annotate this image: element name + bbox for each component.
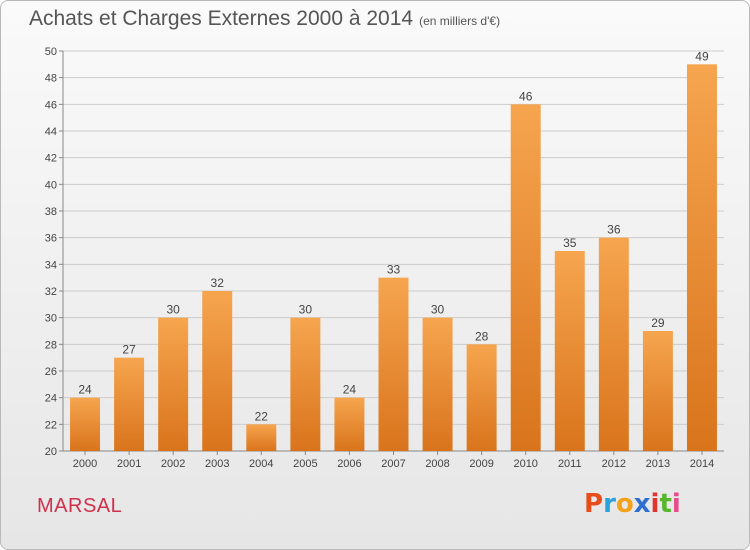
data-label: 27 [122, 343, 136, 357]
data-labels: 24 27 30 32 22 30 24 33 30 28 46 35 36 29 49 [78, 49, 709, 423]
data-label: 46 [519, 89, 533, 103]
data-label: 49 [695, 49, 709, 63]
x-tick-label: 2011 [558, 458, 582, 470]
x-tick-label: 2013 [646, 458, 670, 470]
x-tick-label: 2009 [469, 458, 493, 470]
y-tick-label: 38 [45, 206, 57, 218]
y-tick-label: 28 [45, 339, 57, 351]
x-tick-label: 2004 [249, 458, 273, 470]
data-label: 30 [299, 303, 313, 317]
y-tick-label: 40 [45, 179, 57, 191]
data-label: 30 [431, 303, 445, 317]
bar [466, 344, 497, 451]
data-label: 36 [607, 223, 621, 237]
bar [246, 424, 277, 451]
data-label: 24 [343, 383, 357, 397]
bar [70, 397, 101, 451]
y-tick-label: 24 [45, 393, 57, 405]
chart-title: Achats et Charges Externes 2000 à 2014 (e… [29, 7, 500, 31]
bar [114, 357, 145, 451]
data-label: 32 [211, 276, 225, 290]
y-tick-label: 46 [45, 99, 57, 111]
bar [158, 317, 189, 451]
bar [686, 64, 717, 452]
y-tick-label: 22 [45, 419, 57, 431]
data-label: 22 [255, 409, 269, 423]
bar [510, 104, 541, 451]
x-tick-label: 2008 [425, 458, 449, 470]
x-tick-label: 2007 [381, 458, 405, 470]
y-tick-label: 32 [45, 286, 57, 298]
data-label: 33 [387, 263, 401, 277]
place-name: MARSAL [37, 495, 123, 517]
y-tick-label: 34 [45, 259, 57, 271]
proxiti-logo: Proxiti [584, 489, 681, 519]
bar [334, 397, 365, 451]
y-tick-label: 48 [45, 73, 57, 85]
bar [290, 317, 321, 451]
bar [378, 277, 409, 451]
bar [202, 291, 233, 451]
data-label: 30 [166, 303, 180, 317]
y-tick-label: 50 [45, 46, 57, 58]
y-tick-label: 30 [45, 313, 57, 325]
y-tick-label: 26 [45, 366, 57, 378]
y-tick-label: 42 [45, 153, 57, 165]
data-label: 35 [563, 236, 577, 250]
y-tick-label: 20 [45, 446, 57, 458]
x-tick-label: 2014 [690, 458, 714, 470]
y-tick-label: 36 [45, 233, 57, 245]
chart-unit: (en milliers d'€) [419, 14, 501, 28]
chart-title-text: Achats et Charges Externes 2000 à 2014 [29, 7, 414, 30]
x-tick-label: 2006 [337, 458, 361, 470]
x-tick-label: 2002 [161, 458, 185, 470]
x-tick-label: 2010 [513, 458, 537, 470]
data-label: 24 [78, 383, 92, 397]
x-tick-label: 2001 [117, 458, 141, 470]
data-label: 29 [651, 316, 665, 330]
bars [70, 64, 717, 452]
bar [598, 237, 629, 451]
x-tick-label: 2005 [293, 458, 317, 470]
bar [422, 317, 453, 451]
bar [554, 251, 585, 451]
y-tick-label: 44 [45, 126, 57, 138]
x-tick-label: 2012 [602, 458, 626, 470]
data-label: 28 [475, 329, 489, 343]
tick-labels: 20 22 24 26 28 30 32 34 36 38 40 42 44 46 48 50 2000 2001… [45, 46, 714, 470]
bar [642, 331, 673, 451]
x-tick-label: 2003 [205, 458, 229, 470]
x-tick-label: 2000 [73, 458, 97, 470]
